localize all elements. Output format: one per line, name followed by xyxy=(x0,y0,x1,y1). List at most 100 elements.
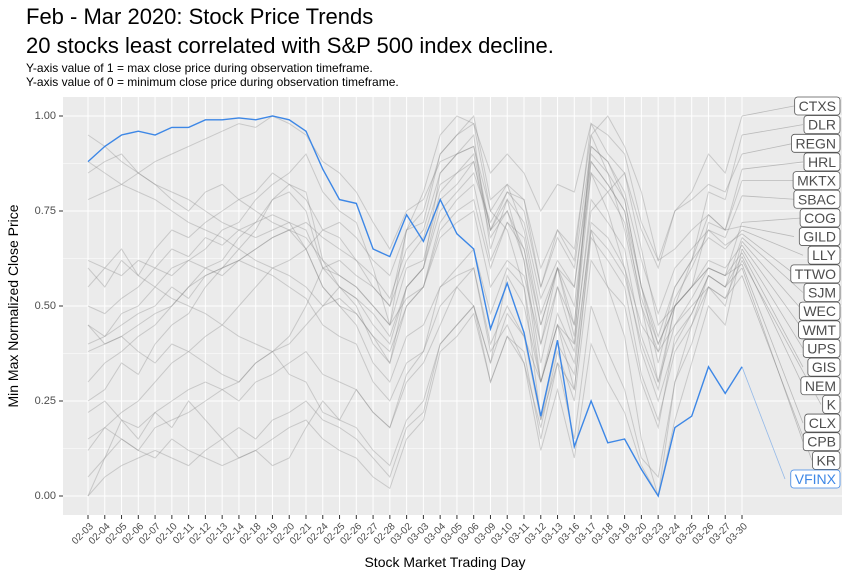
series-label-gis: GIS xyxy=(807,357,841,377)
connector-cog xyxy=(741,217,804,223)
chart-title-line2: 20 stocks least correlated with S&P 500 … xyxy=(26,33,554,58)
series-label-box xyxy=(798,320,841,340)
connector-hrl xyxy=(741,161,804,170)
series-label-text: WEC xyxy=(803,303,836,319)
connector-clx xyxy=(741,264,804,424)
series-label-sbac: SBAC xyxy=(793,189,841,209)
series-label-box xyxy=(800,376,841,396)
highlight-series-group xyxy=(87,115,743,498)
series-label-k: K xyxy=(822,394,841,414)
series-line-dlr xyxy=(87,114,743,451)
series-label-regn: REGN xyxy=(791,133,841,153)
series-label-box xyxy=(807,357,841,377)
series-label-text: MKTX xyxy=(797,173,837,189)
y-tick-label: 0.75 xyxy=(35,205,56,217)
series-label-box xyxy=(804,413,841,433)
series-label-nem: NEM xyxy=(800,376,841,396)
connector-ttwo xyxy=(741,233,795,275)
series-label-text: K xyxy=(827,396,837,412)
series-label-box xyxy=(803,152,841,172)
series-label-mktx: MKTX xyxy=(792,171,841,191)
series-line-cog xyxy=(87,171,743,497)
series-label-ttwo: TTWO xyxy=(790,264,841,284)
series-label-ups: UPS xyxy=(802,339,841,358)
series-labels: CTXS DLR REGN HRL MKTX SBAC COG GILD LLY TTWO SJM W… xyxy=(790,96,841,489)
series-line-ups xyxy=(87,134,743,498)
series-label-lly: LLY xyxy=(807,245,841,265)
connector-wmt xyxy=(741,244,804,331)
series-label-box xyxy=(812,450,841,470)
series-label-box xyxy=(798,227,841,246)
x-axis-label: Stock Market Trading Day xyxy=(364,554,525,570)
series-label-box xyxy=(792,171,841,191)
series-label-cog: COG xyxy=(799,208,841,228)
connector-regn xyxy=(741,142,795,155)
chart-title: Feb - Mar 2020: Stock Price Trends xyxy=(26,4,374,29)
series-label-text: UPS xyxy=(807,340,836,356)
series-line-gild xyxy=(87,115,743,353)
series-label-text: GIS xyxy=(812,359,836,375)
series-label-text: KR xyxy=(817,452,836,468)
series-label-sjm: SJM xyxy=(803,283,841,302)
series-line-wmt xyxy=(87,171,743,365)
connector-lly xyxy=(741,229,804,256)
series-label-box xyxy=(799,208,841,228)
series-line-nem xyxy=(87,122,743,479)
series-label-text: LLY xyxy=(812,247,837,263)
series-label-text: CLX xyxy=(809,415,837,431)
connector-sbac xyxy=(741,195,795,200)
y-axis: 0.00 0.25 0.50 0.75 1.00 xyxy=(35,110,63,502)
series-label-ctxs: CTXS xyxy=(794,96,841,116)
series-label-text: COG xyxy=(804,210,836,226)
series-line-lly xyxy=(87,160,743,338)
series-label-box xyxy=(790,264,841,284)
y-tick-label: 0.00 xyxy=(35,490,56,502)
series-label-box xyxy=(794,96,841,116)
series-label-text: SBAC xyxy=(798,191,836,207)
connector-gild xyxy=(741,225,795,237)
series-label-text: NEM xyxy=(805,378,836,394)
series-label-box xyxy=(798,301,841,321)
y-tick-label: 0.25 xyxy=(35,395,56,407)
gray-series-group xyxy=(87,114,743,498)
series-label-box xyxy=(793,189,841,209)
connector-ups xyxy=(741,248,804,349)
series-line-gis xyxy=(87,198,743,429)
connector-wec xyxy=(741,241,804,312)
series-label-text: CTXS xyxy=(799,98,836,114)
series-label-vfinx: VFINX xyxy=(790,469,841,489)
series-label-text: CPB xyxy=(807,434,836,450)
series-label-wec: WEC xyxy=(798,301,841,321)
series-line-cpb xyxy=(87,221,743,497)
series-line-mktx xyxy=(87,133,743,402)
series-label-box xyxy=(802,432,841,452)
y-tick-label: 1.00 xyxy=(35,110,56,122)
connector-sjm xyxy=(741,237,804,293)
series-label-box xyxy=(790,469,841,489)
series-label-box xyxy=(807,245,841,265)
connector-kr xyxy=(741,275,813,461)
series-label-text: HRL xyxy=(808,154,836,170)
chart-subtitle-line2: Y-axis value of 0 = minimum close price … xyxy=(26,75,399,89)
series-label-box xyxy=(803,283,841,302)
series-label-gild: GILD xyxy=(798,227,841,246)
series-label-text: REGN xyxy=(796,135,836,151)
connector-cpb xyxy=(741,267,804,442)
series-label-text: DLR xyxy=(808,117,836,133)
series-label-cpb: CPB xyxy=(802,432,841,452)
series-line-sjm xyxy=(87,237,743,467)
series-line-hrl xyxy=(87,169,743,402)
connector-nem xyxy=(741,256,804,386)
series-line-k xyxy=(87,236,743,490)
series-label-box xyxy=(803,115,841,135)
series-line-kr xyxy=(87,153,743,353)
series-line-ttwo xyxy=(87,145,743,345)
series-label-kr: KR xyxy=(812,450,841,470)
series-line-ctxs xyxy=(87,115,743,327)
series-label-box xyxy=(791,133,841,153)
series-label-clx: CLX xyxy=(804,413,841,433)
chart-subtitle-line1: Y-axis value of 1 = max close price duri… xyxy=(26,61,373,75)
series-label-text: SJM xyxy=(808,285,836,301)
series-line-sbac xyxy=(87,145,743,383)
series-line-wec xyxy=(87,115,743,497)
